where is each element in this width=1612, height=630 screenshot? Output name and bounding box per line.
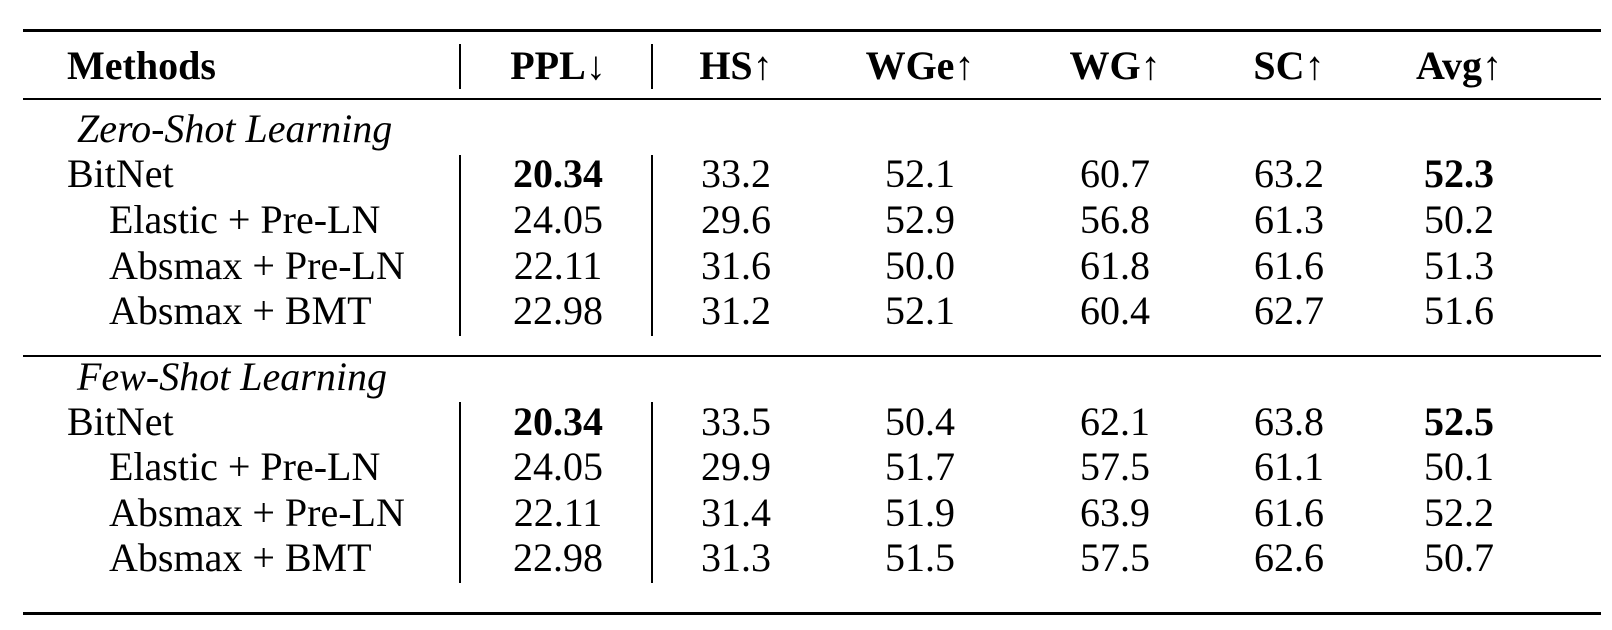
header-ppl: PPL↓	[510, 43, 606, 88]
row-method: Elastic + Pre-LN	[109, 444, 381, 489]
cell-wge: 52.1	[885, 151, 955, 196]
cell-wg: 57.5	[1080, 535, 1150, 580]
cell-wge: 51.7	[885, 444, 955, 489]
cell-hs: 31.3	[701, 535, 771, 580]
header-hs: HS↑	[699, 43, 773, 88]
cell-hs: 33.5	[701, 399, 771, 444]
top-rule	[23, 29, 1601, 32]
cell-wge: 51.9	[885, 490, 955, 535]
cell-avg: 52.3	[1424, 151, 1494, 196]
cell-avg: 52.2	[1424, 490, 1494, 535]
cell-sc: 61.6	[1254, 490, 1324, 535]
cell-ppl: 24.05	[513, 444, 603, 489]
cell-hs: 29.6	[701, 197, 771, 242]
cell-wge: 52.9	[885, 197, 955, 242]
cell-sc: 62.6	[1254, 535, 1324, 580]
column-separator	[651, 44, 653, 89]
cell-ppl: 22.11	[513, 490, 603, 535]
cell-sc: 61.1	[1254, 444, 1324, 489]
row-method: BitNet	[67, 399, 174, 444]
cell-sc: 62.7	[1254, 288, 1324, 333]
section-title-few-shot: Few-Shot Learning	[77, 354, 387, 399]
cell-wg: 56.8	[1080, 197, 1150, 242]
cell-ppl: 20.34	[513, 151, 603, 196]
cell-wge: 50.4	[885, 399, 955, 444]
row-method: Absmax + Pre-LN	[109, 243, 405, 288]
cell-wge: 50.0	[885, 243, 955, 288]
cell-wge: 52.1	[885, 288, 955, 333]
cell-avg: 51.3	[1424, 243, 1494, 288]
cell-wg: 57.5	[1080, 444, 1150, 489]
header-wg: WG↑	[1069, 43, 1161, 88]
cell-hs: 31.6	[701, 243, 771, 288]
cell-avg: 52.5	[1424, 399, 1494, 444]
cell-hs: 33.2	[701, 151, 771, 196]
row-method: Absmax + Pre-LN	[109, 490, 405, 535]
cell-wg: 60.7	[1080, 151, 1150, 196]
cell-sc: 63.8	[1254, 399, 1324, 444]
header-avg: Avg↑	[1416, 43, 1502, 88]
cell-wg: 61.8	[1080, 243, 1150, 288]
header-rule	[23, 98, 1601, 100]
row-method: Absmax + BMT	[109, 535, 372, 580]
cell-hs: 29.9	[701, 444, 771, 489]
cell-hs: 31.2	[701, 288, 771, 333]
column-separator	[651, 402, 653, 583]
cell-wge: 51.5	[885, 535, 955, 580]
header-sc: SC↑	[1253, 43, 1325, 88]
cell-ppl: 22.98	[513, 288, 603, 333]
bottom-rule	[23, 612, 1601, 615]
cell-sc: 61.3	[1254, 197, 1324, 242]
row-method: BitNet	[67, 151, 174, 196]
section-title-zero-shot: Zero-Shot Learning	[77, 106, 393, 151]
row-method: Absmax + BMT	[109, 288, 372, 333]
cell-ppl: 22.98	[513, 535, 603, 580]
cell-avg: 50.2	[1424, 197, 1494, 242]
section-divider-rule	[23, 355, 1601, 357]
cell-avg: 51.6	[1424, 288, 1494, 333]
cell-ppl: 22.11	[513, 243, 603, 288]
cell-sc: 63.2	[1254, 151, 1324, 196]
cell-ppl: 24.05	[513, 197, 603, 242]
header-methods: Methods	[67, 43, 216, 88]
header-wge: WGe↑	[865, 43, 975, 88]
cell-hs: 31.4	[701, 490, 771, 535]
cell-avg: 50.1	[1424, 444, 1494, 489]
cell-ppl: 20.34	[513, 399, 603, 444]
row-method: Elastic + Pre-LN	[109, 197, 381, 242]
cell-wg: 60.4	[1080, 288, 1150, 333]
cell-wg: 63.9	[1080, 490, 1150, 535]
cell-sc: 61.6	[1254, 243, 1324, 288]
column-separator	[459, 402, 461, 583]
column-separator	[459, 155, 461, 336]
column-separator	[459, 44, 461, 89]
cell-wg: 62.1	[1080, 399, 1150, 444]
cell-avg: 50.7	[1424, 535, 1494, 580]
column-separator	[651, 155, 653, 336]
